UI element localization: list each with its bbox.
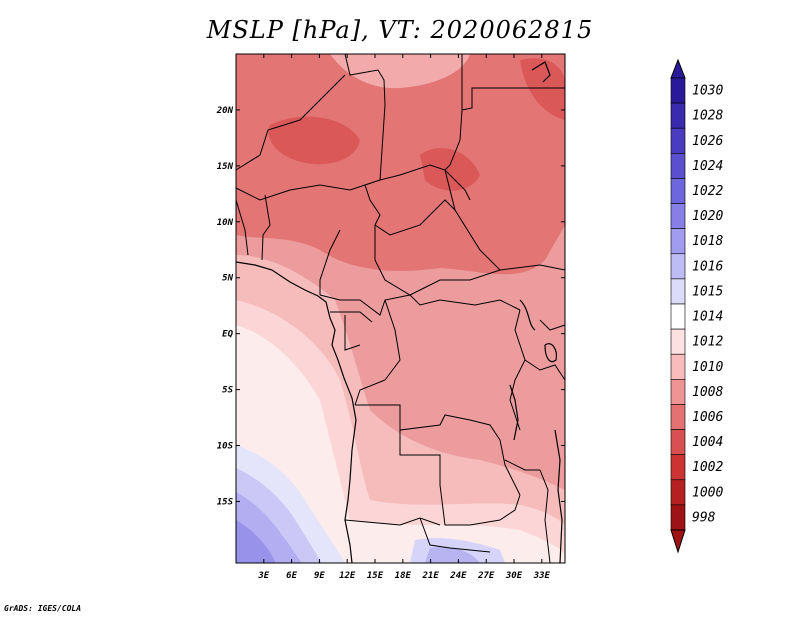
colorbar-segment (670, 102, 686, 129)
colorbar-segment (670, 178, 686, 204)
colorbar-segment (670, 253, 686, 280)
colorbar-segment (670, 278, 686, 305)
lon-tick-label: 15E (367, 571, 384, 581)
colorbar-label: 1008 (692, 385, 723, 400)
colorbar-segment (670, 404, 686, 430)
lon-tick-label: 33E (533, 571, 551, 581)
colorbar-label: 1024 (692, 159, 723, 174)
colorbar-segment (670, 77, 686, 104)
lat-tick-label: 15N (217, 162, 234, 172)
lon-tick-label: 6E (286, 571, 297, 581)
lat-tick-label: 5N (222, 274, 233, 284)
lon-tick-label: 30E (505, 571, 523, 581)
colorbar-bottom-arrow (670, 529, 686, 554)
footer-credit: GrADS: IGES/COLA (4, 604, 82, 613)
colorbar-segment (670, 379, 686, 405)
colorbar-label: 1018 (692, 234, 723, 249)
colorbar-segment (670, 127, 686, 154)
map-frame (235, 53, 566, 564)
colorbar-label: 1012 (692, 335, 723, 350)
colorbar-segment (670, 479, 686, 506)
colorbar-labels: 1030 1028 1026 1024 1022 1020 1018 1016 1015 1014… (692, 84, 723, 526)
colorbar-label: 1004 (692, 435, 723, 450)
country-boundaries (235, 53, 566, 564)
map-title: MSLP [hPa], VT: 2020062815 (206, 16, 594, 44)
colorbar-label: 1000 (692, 485, 723, 500)
colorbar-label: 1020 (692, 209, 723, 224)
colorbar-label: 1006 (692, 410, 723, 425)
colorbar-segment (670, 429, 686, 455)
axis-ticks (236, 54, 565, 563)
colorbar-label: 1030 (692, 84, 723, 99)
lat-tick-label: 5S (222, 386, 233, 396)
lon-tick-label: 9E (314, 571, 325, 581)
colorbar-label: 1010 (692, 360, 723, 375)
colorbar-label: 998 (692, 510, 716, 525)
colorbar-segment (670, 228, 686, 255)
colorbar-label: 1026 (692, 134, 723, 149)
colorbar-top-arrow (670, 58, 686, 79)
colorbar-segment (670, 153, 686, 179)
lat-tick-label: 10N (217, 218, 234, 228)
lon-tick-label: 21E (421, 571, 439, 581)
colorbar-segment (670, 328, 686, 355)
colorbar-segment (670, 504, 686, 531)
colorbar-label: 1002 (692, 460, 723, 475)
colorbar-label: 1015 (692, 284, 723, 299)
lat-tick-label: 10S (217, 442, 234, 452)
colorbar-segment (670, 203, 686, 229)
lon-tick-label: 12E (339, 571, 356, 581)
colorbar-label: 1014 (692, 310, 723, 325)
colorbar-segments (670, 58, 686, 554)
lat-tick-label: EQ (222, 330, 233, 340)
lon-tick-label: 18E (395, 571, 412, 581)
lat-tick-label: 20N (216, 106, 234, 116)
lon-tick-label: 27E (477, 571, 495, 581)
axis-tick-labels: 3E 6E 9E 12E 15E 18E 21E 24E 27E 30E 33E 20N 15N 10N 5… (216, 106, 551, 581)
lon-tick-label: 3E (257, 571, 269, 581)
colorbar-label: 1016 (692, 259, 723, 274)
colorbar-segment (670, 353, 686, 380)
pressure-field (236, 54, 565, 563)
lon-tick-label: 24E (449, 571, 467, 581)
coastline (235, 61, 563, 564)
colorbar-segment (670, 303, 686, 330)
colorbar-segment (670, 454, 686, 481)
colorbar-label: 1028 (692, 109, 723, 124)
colorbar-label: 1022 (692, 184, 723, 199)
lat-tick-label: 15S (217, 497, 234, 507)
